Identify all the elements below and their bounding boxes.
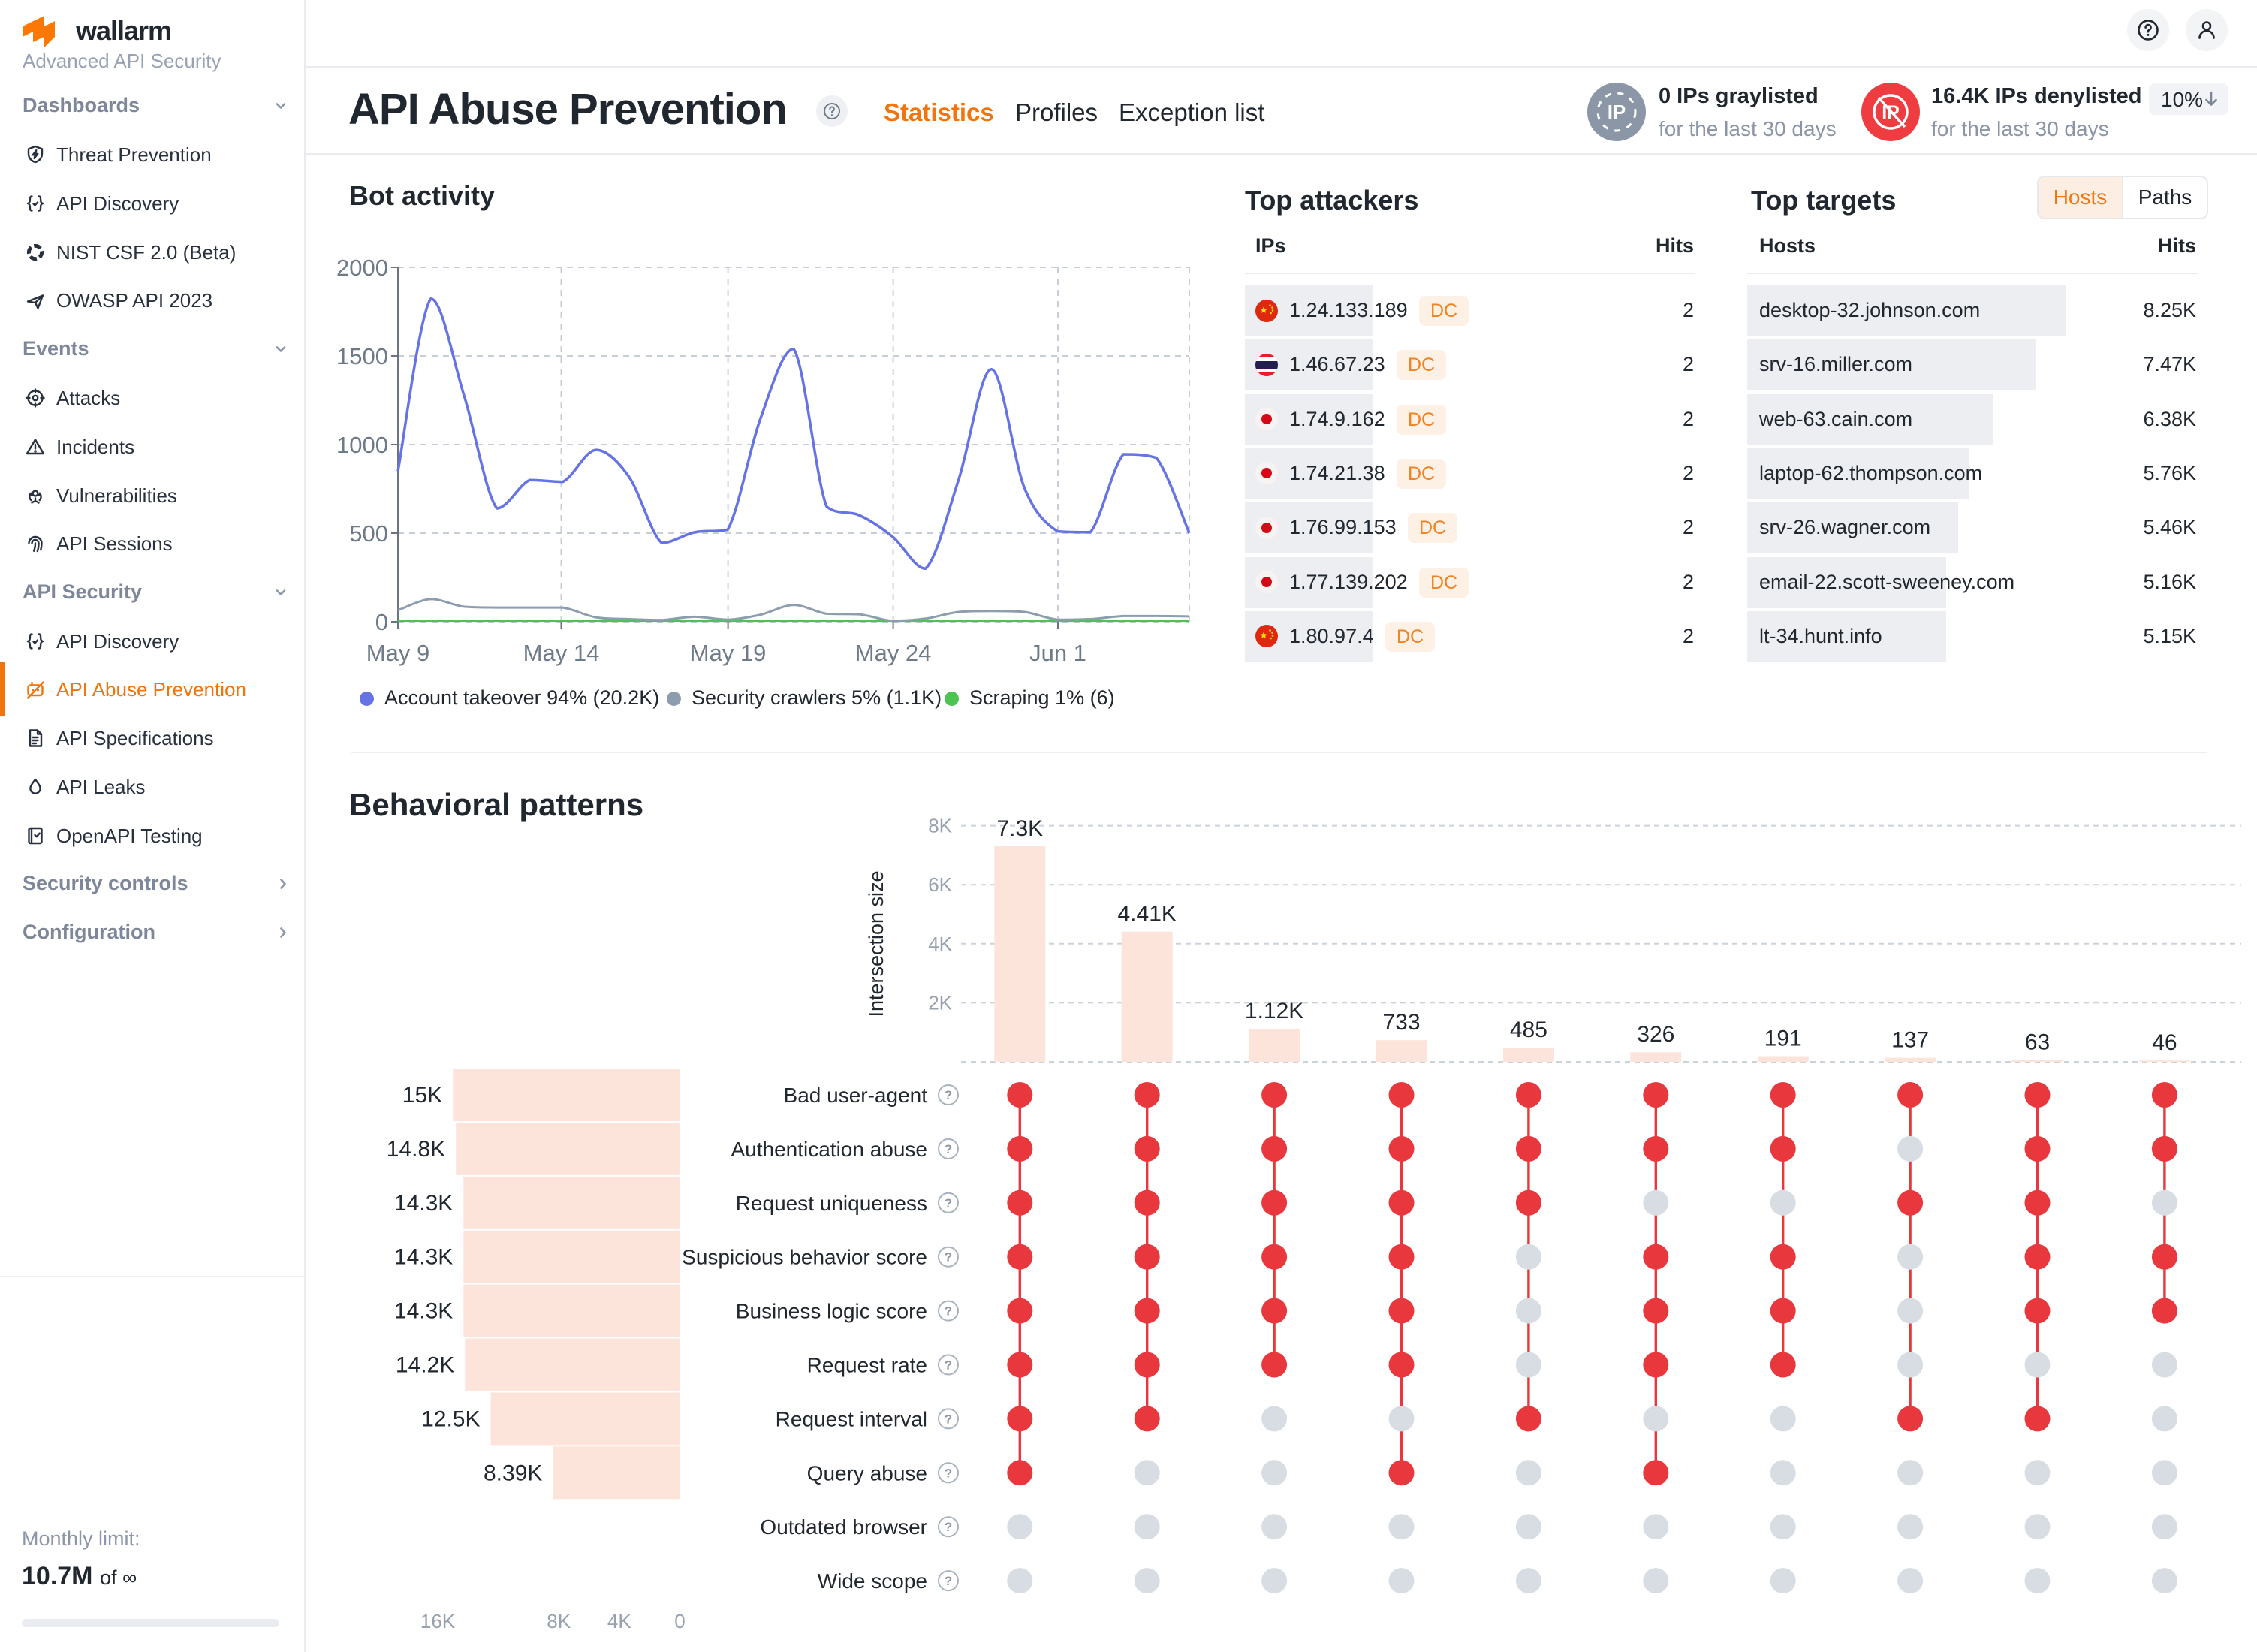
svg-text:14.8K: 14.8K [387,1137,445,1162]
svg-text:?: ? [945,1574,952,1588]
svg-text:1000: 1000 [336,432,388,458]
svg-text:14.3K: 14.3K [394,1245,453,1270]
svg-text:?: ? [945,1304,952,1319]
svg-text:326: 326 [1637,1022,1674,1047]
svg-text:?: ? [945,1088,952,1102]
svg-text:Wide scope: Wide scope [818,1569,927,1593]
svg-text:Outdated browser: Outdated browser [760,1515,927,1539]
svg-text:?: ? [945,1520,952,1534]
svg-text:46: 46 [2152,1030,2177,1055]
svg-text:8K: 8K [547,1610,571,1632]
svg-text:14.3K: 14.3K [394,1299,453,1324]
svg-text:Request rate: Request rate [807,1354,927,1377]
svg-text:12.5K: 12.5K [421,1406,480,1431]
svg-text:2000: 2000 [336,255,388,281]
svg-text:485: 485 [1510,1017,1547,1042]
svg-text:6K: 6K [928,873,952,896]
svg-text:191: 191 [1764,1026,1802,1051]
svg-text:?: ? [945,1412,952,1426]
svg-text:14.2K: 14.2K [396,1353,454,1378]
svg-text:Query abuse: Query abuse [807,1461,927,1485]
svg-text:0: 0 [674,1610,685,1632]
svg-text:May 9: May 9 [366,640,429,666]
svg-text:?: ? [945,1196,952,1210]
svg-text:May 19: May 19 [690,640,767,666]
svg-text:4.41K: 4.41K [1117,902,1176,927]
svg-text:?: ? [945,1466,952,1480]
svg-text:Intersection size: Intersection size [865,870,887,1017]
svg-text:4K: 4K [607,1610,631,1632]
svg-text:14.3K: 14.3K [394,1191,453,1216]
svg-text:63: 63 [2025,1030,2050,1055]
svg-text:1500: 1500 [336,343,388,369]
svg-text:Business logic score: Business logic score [736,1300,927,1323]
svg-text:Request interval: Request interval [776,1407,927,1430]
svg-text:Suspicious behavior score: Suspicious behavior score [682,1246,927,1269]
svg-text:1.12K: 1.12K [1245,999,1303,1023]
svg-text:Bad user-agent: Bad user-agent [784,1084,928,1107]
svg-text:8K: 8K [928,815,952,837]
svg-text:8.39K: 8.39K [484,1461,542,1485]
svg-text:May 14: May 14 [523,640,600,666]
svg-text:733: 733 [1382,1010,1420,1035]
svg-text:?: ? [945,1250,952,1265]
svg-text:500: 500 [349,520,388,547]
svg-text:Authentication abuse: Authentication abuse [731,1138,927,1161]
svg-text:16K: 16K [420,1610,456,1632]
svg-text:2K: 2K [928,991,952,1014]
svg-text:May 24: May 24 [855,640,932,666]
svg-text:0: 0 [375,609,388,635]
svg-text:?: ? [945,1358,952,1373]
svg-text:137: 137 [1891,1028,1929,1053]
svg-text:Request uniqueness: Request uniqueness [736,1192,927,1215]
svg-text:7.3K: 7.3K [996,816,1043,841]
svg-text:Jun 1: Jun 1 [1029,640,1086,666]
svg-text:4K: 4K [928,933,952,955]
svg-text:IP: IP [1608,101,1626,123]
svg-text:?: ? [945,1142,952,1156]
svg-text:15K: 15K [402,1083,442,1108]
